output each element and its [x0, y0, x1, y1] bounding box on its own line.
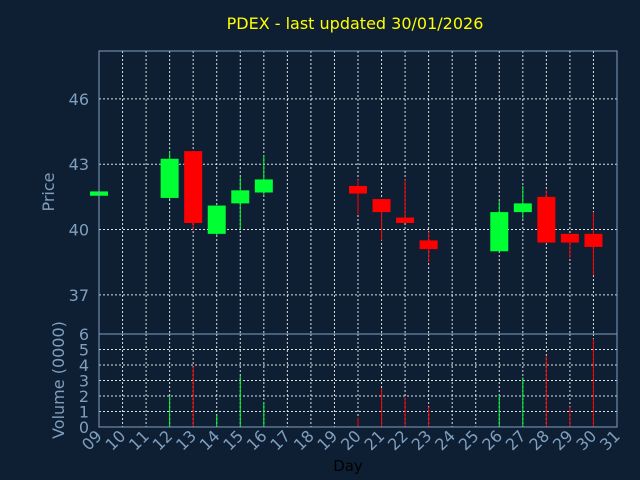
candle-body — [419, 240, 438, 250]
candle-body — [349, 185, 367, 194]
candle-body — [254, 179, 273, 193]
candle-body — [584, 233, 603, 247]
candle — [513, 185, 532, 219]
candle — [184, 151, 203, 230]
volume-y-tick-label: 4 — [79, 356, 89, 375]
x-tick-label: 31 — [596, 426, 624, 454]
candle-body — [184, 151, 203, 223]
volume-y-tick-label: 0 — [79, 418, 89, 437]
candle-body — [372, 199, 391, 213]
candle — [160, 151, 179, 200]
volume-y-tick-label: 2 — [79, 387, 89, 406]
price-candles — [90, 151, 603, 276]
volume-y-tick-label: 6 — [79, 325, 89, 344]
candle — [396, 179, 415, 223]
candle — [231, 177, 250, 230]
candle — [537, 190, 556, 243]
candle — [254, 155, 273, 195]
candle — [349, 179, 367, 215]
chart-title: PDEX - last updated 30/01/2026 — [227, 14, 484, 33]
price-y-tick-label: 46 — [69, 90, 89, 109]
volume-y-tick-label: 5 — [79, 341, 89, 360]
candle-body — [396, 217, 415, 223]
candle — [372, 199, 391, 241]
x-axis-label: Day — [333, 457, 363, 475]
volume-y-tick-label: 1 — [79, 403, 89, 422]
candle-body — [537, 196, 556, 243]
volume-grid — [99, 334, 617, 427]
volume-y-tick-label: 3 — [79, 372, 89, 391]
candle-body — [231, 190, 250, 204]
candle-body — [160, 158, 179, 198]
candle — [207, 205, 226, 237]
candle-body — [560, 233, 579, 243]
candle — [419, 231, 438, 263]
x-ticks: 0910111213141516171819202122232425262728… — [78, 426, 624, 454]
price-y-tick-label: 40 — [69, 221, 89, 240]
candle-body — [490, 212, 509, 252]
price-y-ticks: 37 40 43 46 — [69, 90, 89, 305]
price-y-label: Price — [39, 172, 58, 211]
price-y-tick-label: 43 — [69, 155, 89, 174]
candle — [490, 201, 509, 252]
candle-body — [207, 205, 226, 234]
volume-bars — [169, 338, 594, 427]
candle — [560, 233, 579, 258]
price-y-tick-label: 37 — [69, 286, 89, 305]
candle — [584, 212, 603, 276]
volume-y-label: Volume (0000) — [49, 321, 68, 439]
candle-body — [513, 203, 532, 213]
volume-frame — [98, 333, 618, 428]
